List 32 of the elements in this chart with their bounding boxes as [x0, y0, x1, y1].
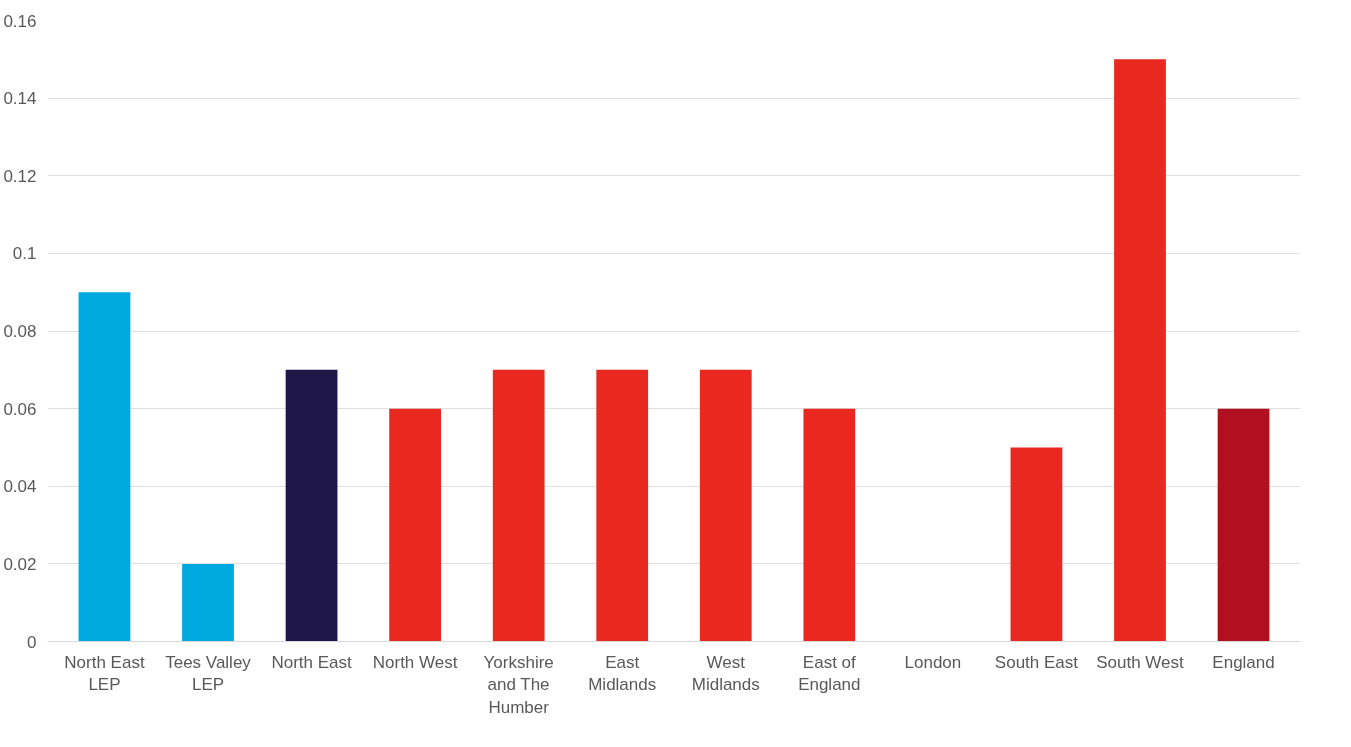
y-tick-label: 0.14: [3, 89, 37, 109]
bar: [285, 369, 338, 642]
x-tick-label: East Midlands: [588, 652, 657, 695]
y-tick-label: 0.06: [3, 399, 37, 419]
x-tick-label: Tees Valley LEP: [165, 652, 252, 695]
x-tick-label: East of England: [798, 652, 861, 695]
bar: [803, 408, 856, 642]
x-tick-label: North East: [271, 652, 352, 672]
bar: [1217, 408, 1270, 642]
y-tick-label: 0.1: [12, 244, 37, 264]
bar: [699, 369, 752, 642]
y-tick-label: 0.04: [3, 477, 37, 497]
bar: [492, 369, 545, 642]
y-tick-label: 0.16: [3, 11, 37, 31]
bar: [182, 563, 234, 642]
bar: [78, 292, 131, 642]
y-tick-label: 0.12: [3, 166, 37, 186]
x-tick-label: West Midlands: [691, 652, 760, 695]
x-tick-label: Yorkshire and The Humber: [483, 652, 554, 718]
x-tick-label: South East: [994, 652, 1079, 672]
x-tick-label: England: [1212, 652, 1275, 672]
x-tick-label: London: [904, 652, 962, 672]
x-tick-label: North West: [372, 652, 458, 672]
y-tick-label: 0: [27, 632, 37, 652]
bar: [1010, 447, 1063, 642]
bar: [389, 408, 441, 642]
bar: [1114, 59, 1166, 642]
x-tick-label: South West: [1096, 652, 1185, 672]
x-tick-label: North East LEP: [64, 652, 145, 695]
y-tick-label: 0.08: [3, 322, 37, 341]
y-tick-label: 0.02: [3, 554, 37, 574]
bar: [596, 369, 649, 642]
